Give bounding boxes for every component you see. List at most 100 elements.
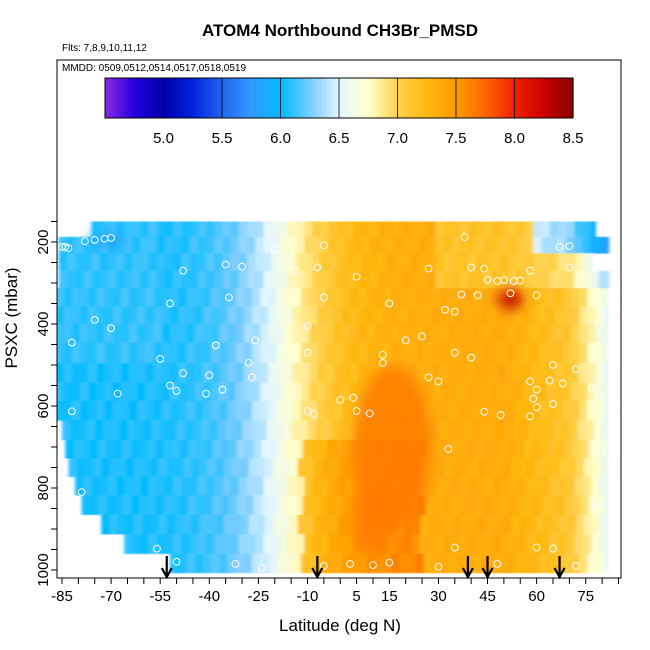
heatmap-cell [559,514,569,535]
heatmap-cell [264,514,274,535]
heatmap-cell [246,534,256,554]
heatmap-cell [436,514,446,535]
heatmap-cell [494,514,503,535]
colorbar-cell [277,78,282,118]
heatmap-cell [566,236,575,254]
heatmap-cell [57,342,65,364]
heatmap-cell [332,420,341,441]
heatmap-cell [111,420,120,441]
heatmap-cell [227,400,236,421]
heatmap-cell [260,342,269,364]
heatmap-cell [589,495,598,515]
heatmap-cell [58,270,68,289]
heatmap-cell [484,476,493,496]
x-axis: -85 -70 -55 -40 -25 -10 5 15 30 45 60 75 [51,578,619,605]
heatmap-cell [418,221,428,238]
heatmap-cell [71,400,81,421]
heatmap-cell [358,342,367,364]
heatmap-cell [305,514,315,535]
heatmap-cell [497,342,507,364]
heatmap-cell [458,439,467,459]
heatmap-cell [328,221,338,238]
heatmap-cell [276,306,286,325]
heatmap-cell [521,324,531,343]
heatmap-cell [574,221,583,238]
heatmap-cell [476,534,485,554]
heatmap-cell [137,288,146,307]
colorbar-cell [457,78,462,118]
heatmap-cell [562,306,572,325]
heatmap-cell [489,324,498,343]
heatmap-cell [194,362,204,383]
heatmap-cell [492,534,502,554]
heatmap-cell [91,270,101,289]
heatmap-cell [181,221,191,238]
heatmap-cell [451,236,461,254]
heatmap-cell [361,270,371,289]
heatmap-cell [444,514,454,535]
heatmap-cell [320,221,330,238]
heatmap-cell [238,270,248,289]
observation-point [67,407,76,416]
heatmap-cell [325,324,335,343]
heatmap-cell [528,420,538,441]
heatmap-cell [607,534,610,554]
heatmap-cell [443,236,453,254]
heatmap-cell [562,553,572,574]
heatmap-cell [183,514,192,535]
heatmap-cell [88,306,97,325]
heatmap-cell [232,458,241,478]
heatmap-cell [88,400,97,421]
heatmap-cell [415,553,425,574]
heatmap-cell [508,476,518,496]
heatmap-cell [240,514,250,535]
heatmap-cell [96,288,106,307]
observation-point [529,394,538,403]
heatmap-cell [129,382,138,402]
observation-point [238,262,246,271]
heatmap-cell [137,324,146,343]
heatmap-cell [197,236,207,254]
heatmap-cell [57,400,65,421]
heatmap-cell [489,400,498,421]
heatmap-cell [271,253,281,271]
heatmap-cell [107,253,117,271]
colorbar-cell [509,78,514,118]
heatmap-cell [482,439,492,459]
heatmap-cell [84,458,94,478]
heatmap-cell [230,221,240,238]
heatmap-cell [399,342,408,364]
heatmap-cell [194,288,204,307]
heatmap-cell [112,288,122,307]
heatmap-cell [341,400,351,421]
heatmap-cell [500,221,510,238]
heatmap-cell [309,382,318,402]
heatmap-cell [71,324,81,343]
observation-point [473,291,482,300]
heatmap-cell [549,476,559,496]
heatmap-cell [600,514,610,535]
colorbar-cell [421,78,426,118]
colorbar-cell [301,78,306,118]
heatmap-cell [117,514,127,535]
colorbar-tick-label: 8.5 [563,130,584,147]
heatmap-cell [132,534,142,554]
heatmap-cell [292,362,302,383]
colorbar-cell [153,78,158,118]
heatmap-cell [541,236,551,254]
heatmap-cell [312,476,322,496]
heatmap-cell [516,253,526,271]
heatmap-cell [580,439,590,459]
colorbar-cell [501,78,506,118]
heatmap-cell [155,495,164,515]
colorbar-cell [169,78,174,118]
heatmap-cell [210,342,220,364]
heatmap-cell [292,324,302,343]
heatmap-cell [243,306,253,325]
heatmap-cell [302,439,312,459]
heatmap-cell [202,400,212,421]
observation-point [480,264,489,273]
heatmap-cell [161,342,171,364]
heatmap-cell [117,458,127,478]
heatmap-cell [410,270,420,289]
